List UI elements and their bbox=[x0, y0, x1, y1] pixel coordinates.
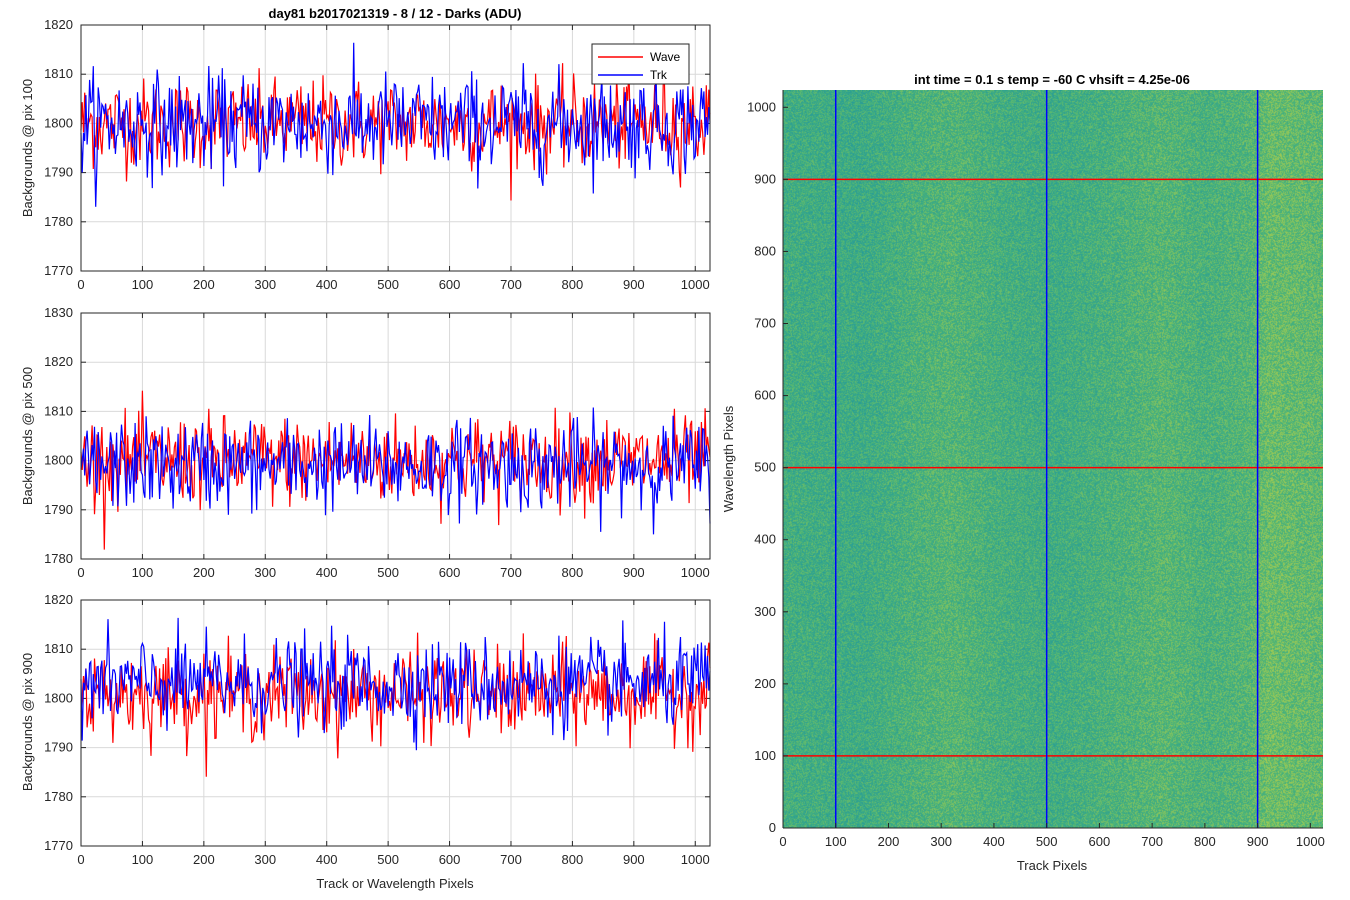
y-tick-label: 1800 bbox=[44, 115, 73, 130]
x-tick-label: 500 bbox=[377, 565, 399, 580]
x-tick-label: 1000 bbox=[681, 565, 710, 580]
heatmap-x-tick-label: 200 bbox=[878, 834, 900, 849]
y-tick-label: 1790 bbox=[44, 502, 73, 517]
y-tick-label: 1780 bbox=[44, 551, 73, 566]
y-tick-label: 1820 bbox=[44, 17, 73, 32]
series-line-trk bbox=[80, 407, 711, 535]
heatmap-title: int time = 0.1 s temp = -60 C vhsift = 4… bbox=[914, 72, 1190, 87]
heatmap-x-tick-label: 900 bbox=[1247, 834, 1269, 849]
y-tick-label: 1810 bbox=[44, 403, 73, 418]
heatmap-x-tick-label: 0 bbox=[779, 834, 786, 849]
x-tick-label: 200 bbox=[193, 565, 215, 580]
ylabel-pix-100: Backgrounds @ pix 100 bbox=[20, 79, 35, 217]
heatmap-y-tick-label: 500 bbox=[754, 460, 776, 475]
x-tick-label: 500 bbox=[377, 277, 399, 292]
x-tick-label: 900 bbox=[623, 277, 645, 292]
x-tick-label: 1000 bbox=[681, 277, 710, 292]
x-tick-label: 700 bbox=[500, 277, 522, 292]
x-tick-label: 700 bbox=[500, 852, 522, 867]
y-tick-label: 1770 bbox=[44, 263, 73, 278]
y-tick-label: 1780 bbox=[44, 214, 73, 229]
x-tick-label: 600 bbox=[439, 277, 461, 292]
x-tick-label: 300 bbox=[254, 852, 276, 867]
x-tick-label: 100 bbox=[132, 565, 154, 580]
heatmap-y-tick-label: 1000 bbox=[747, 99, 776, 114]
plot-frame bbox=[80, 599, 711, 847]
y-tick-label: 1820 bbox=[44, 354, 73, 369]
heatmap-x-tick-label: 400 bbox=[983, 834, 1005, 849]
heatmap-x-tick-label: 500 bbox=[1036, 834, 1058, 849]
y-tick-label: 1810 bbox=[44, 66, 73, 81]
heatmap-y-tick-label: 200 bbox=[754, 676, 776, 691]
series-line-trk bbox=[80, 42, 711, 207]
x-tick-label: 700 bbox=[500, 565, 522, 580]
x-tick-label: 400 bbox=[316, 277, 338, 292]
legend-trk-label: Trk bbox=[650, 68, 668, 82]
x-tick-label: 500 bbox=[377, 852, 399, 867]
heatmap-y-tick-label: 300 bbox=[754, 604, 776, 619]
heatmap-y-tick-label: 900 bbox=[754, 171, 776, 186]
x-tick-label: 1000 bbox=[681, 852, 710, 867]
y-tick-label: 1780 bbox=[44, 789, 73, 804]
heatmap-x-tick-label: 1000 bbox=[1296, 834, 1325, 849]
legend-box bbox=[591, 43, 690, 85]
y-tick-label: 1810 bbox=[44, 641, 73, 656]
y-tick-label: 1800 bbox=[44, 690, 73, 705]
line-panel-pix-500: 0 100 200 300 400 500 600 700 800 900 1000 1780 1790… bbox=[44, 305, 711, 580]
x-tick-label: 900 bbox=[623, 565, 645, 580]
x-tick-label: 400 bbox=[316, 852, 338, 867]
legend: Wave Trk bbox=[591, 43, 690, 85]
y-tick-label: 1770 bbox=[44, 838, 73, 853]
series-line-wave bbox=[80, 632, 711, 777]
y-tick-label: 1800 bbox=[44, 453, 73, 468]
series-line-trk bbox=[80, 617, 711, 751]
x-tick-label: 200 bbox=[193, 852, 215, 867]
x-tick-label: 800 bbox=[562, 565, 584, 580]
heatmap-y-tick-label: 700 bbox=[754, 316, 776, 331]
x-tick-label: 0 bbox=[77, 565, 84, 580]
heatmap-x-tick-label: 300 bbox=[930, 834, 952, 849]
heatmap-x-tick-label: 600 bbox=[1089, 834, 1111, 849]
heatmap-y-tick-label: 600 bbox=[754, 388, 776, 403]
x-tick-label: 300 bbox=[254, 565, 276, 580]
heatmap-image bbox=[783, 90, 1323, 828]
heatmap-x-tick-label: 800 bbox=[1194, 834, 1216, 849]
xlabel-line-panels: Track or Wavelength Pixels bbox=[316, 876, 474, 891]
x-tick-label: 0 bbox=[77, 277, 84, 292]
legend-wave-label: Wave bbox=[650, 50, 681, 64]
heatmap-x-tick-label: 100 bbox=[825, 834, 847, 849]
plot-area bbox=[81, 600, 710, 846]
x-tick-label: 600 bbox=[439, 852, 461, 867]
plot-frame bbox=[80, 24, 711, 272]
heatmap-y-tick-label: 0 bbox=[769, 820, 776, 835]
ylabel-pix-900: Backgrounds @ pix 900 bbox=[20, 653, 35, 791]
line-panel-pix-900: 0 100 200 300 400 500 600 700 800 900 1000 1770 1780… bbox=[44, 592, 711, 867]
heatmap-x-tick-label: 700 bbox=[1141, 834, 1163, 849]
x-tick-label: 100 bbox=[132, 277, 154, 292]
x-tick-label: 100 bbox=[132, 852, 154, 867]
heatmap-panel: 0 100 200 300 400 500 600 700 800 900 1000 0 100 200 3… bbox=[747, 90, 1325, 849]
y-tick-label: 1790 bbox=[44, 740, 73, 755]
x-tick-label: 0 bbox=[77, 852, 84, 867]
x-tick-label: 600 bbox=[439, 565, 461, 580]
figure-title: day81 b2017021319 - 8 / 12 - Darks (ADU) bbox=[269, 6, 522, 21]
y-tick-label: 1820 bbox=[44, 592, 73, 607]
heatmap-y-tick-label: 400 bbox=[754, 532, 776, 547]
x-tick-label: 800 bbox=[562, 852, 584, 867]
heatmap-ylabel: Wavelength Pixels bbox=[721, 405, 736, 512]
x-tick-label: 400 bbox=[316, 565, 338, 580]
heatmap-xlabel: Track Pixels bbox=[1017, 858, 1088, 873]
ylabel-pix-500: Backgrounds @ pix 500 bbox=[20, 367, 35, 505]
heatmap-y-tick-label: 800 bbox=[754, 243, 776, 258]
x-tick-label: 200 bbox=[193, 277, 215, 292]
x-tick-label: 900 bbox=[623, 852, 645, 867]
x-tick-label: 800 bbox=[562, 277, 584, 292]
y-tick-label: 1790 bbox=[44, 165, 73, 180]
heatmap-y-tick-label: 100 bbox=[754, 748, 776, 763]
y-tick-label: 1830 bbox=[44, 305, 73, 320]
series-line-wave bbox=[80, 390, 711, 550]
plot-frame bbox=[80, 312, 711, 560]
x-tick-label: 300 bbox=[254, 277, 276, 292]
